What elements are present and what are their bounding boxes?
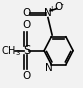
- Text: O: O: [22, 71, 31, 81]
- Text: S: S: [23, 44, 30, 57]
- Text: O: O: [22, 8, 30, 18]
- Text: O: O: [54, 1, 63, 12]
- Text: CH$_3$: CH$_3$: [1, 44, 21, 58]
- Text: N: N: [45, 63, 53, 73]
- Text: O: O: [22, 20, 31, 30]
- Text: -: -: [61, 0, 64, 9]
- Text: N: N: [44, 8, 52, 18]
- Text: +: +: [49, 5, 55, 14]
